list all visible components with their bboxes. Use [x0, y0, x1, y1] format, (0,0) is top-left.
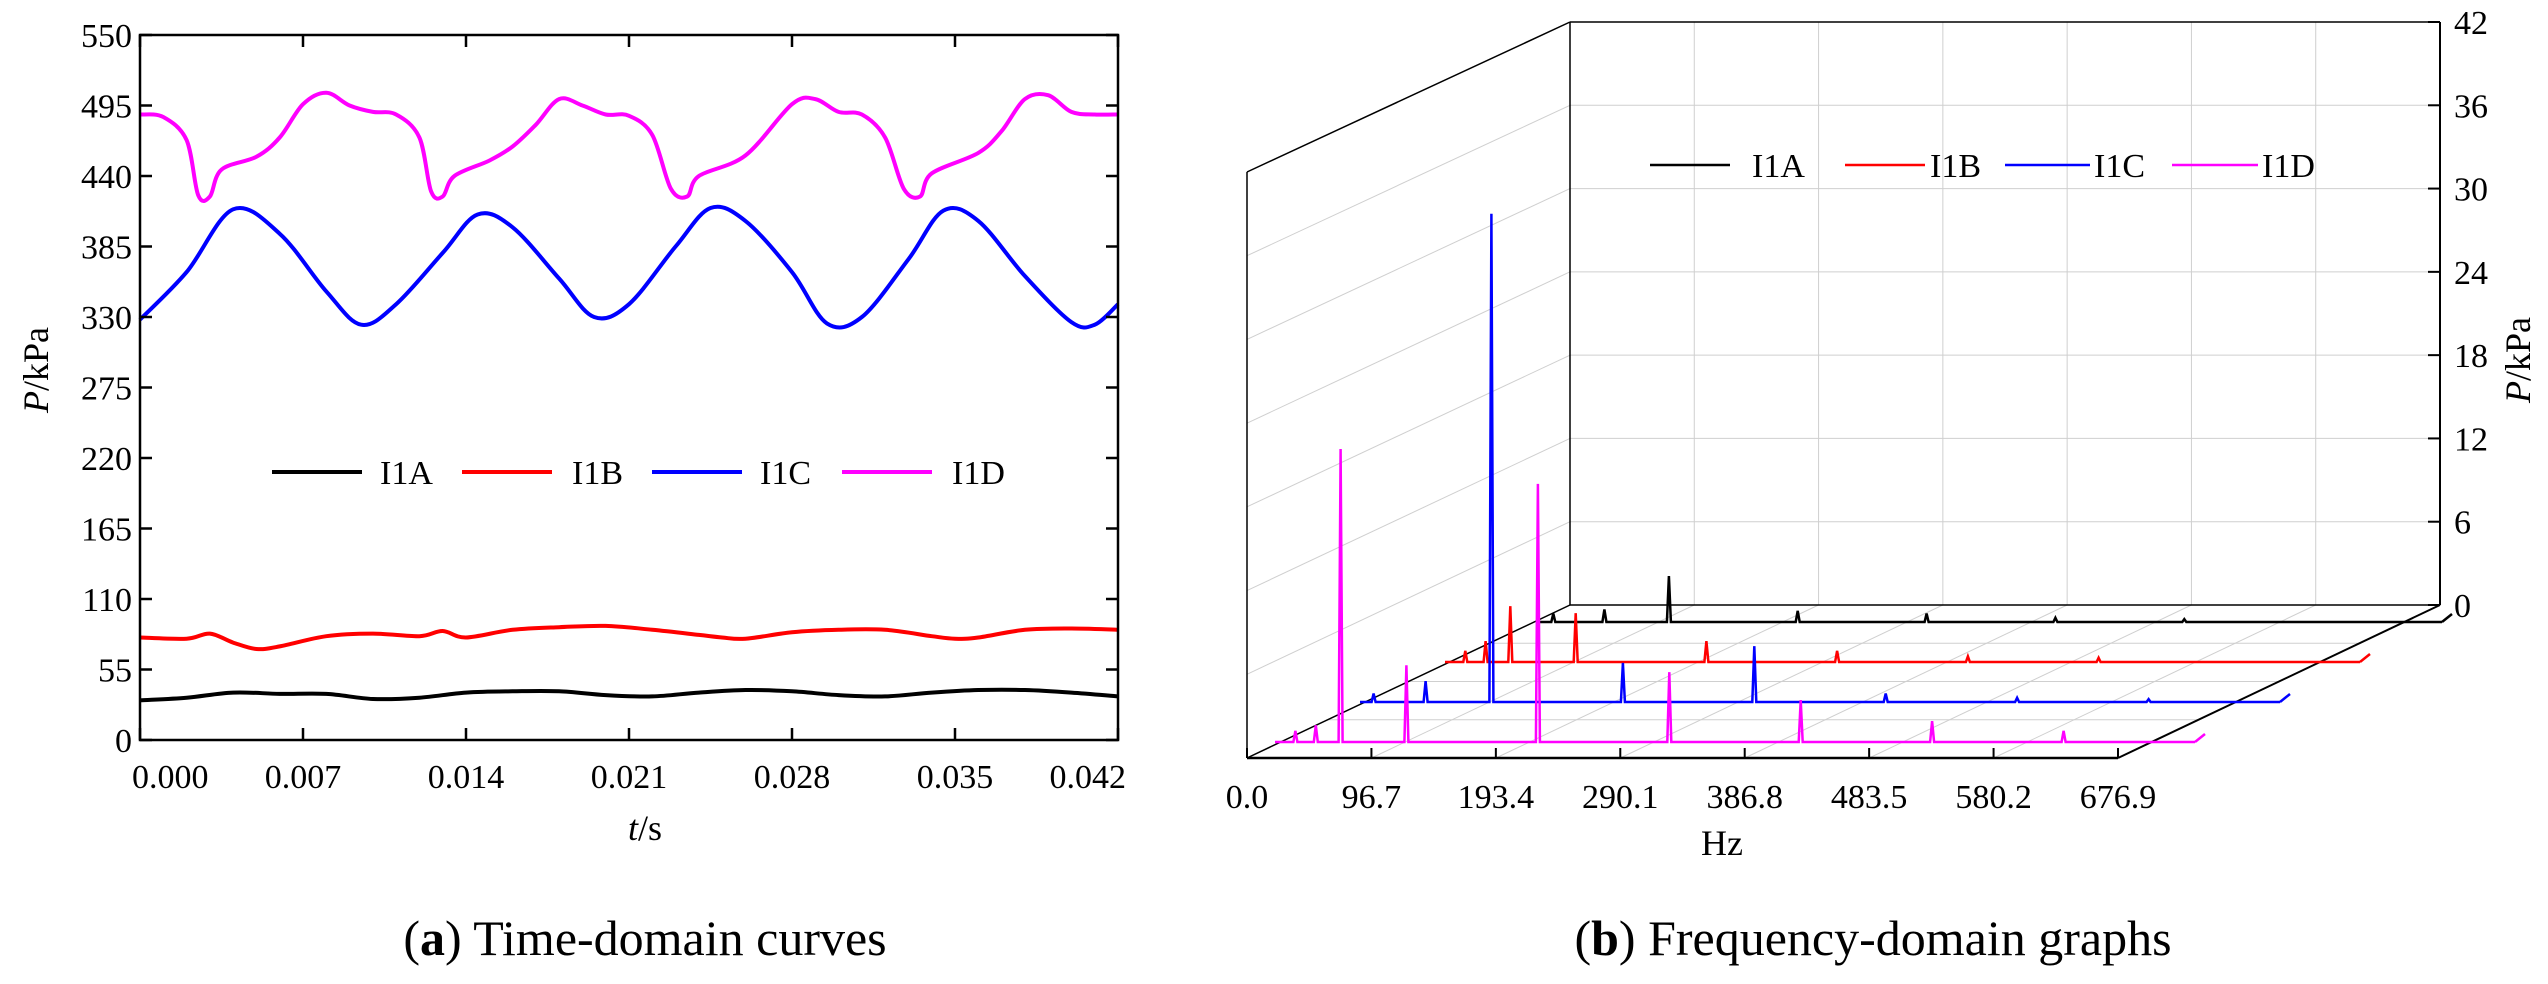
spectrum-line-i1c — [1360, 213, 2280, 704]
legend-label-i1b: I1B — [1930, 148, 1981, 185]
side-wall-gridline — [1246, 271, 1571, 424]
spectrum-end-i1d — [2194, 733, 2206, 743]
x-tick-label: 483.5 — [1831, 779, 1908, 816]
time-domain-x-axis-label: t/s — [628, 808, 662, 848]
time-domain-legend: I1A I1B I1C I1D — [272, 455, 1005, 492]
legend-label-i1c: I1C — [760, 455, 811, 492]
z-axis-unit: /kPa — [2498, 317, 2538, 381]
caption-b-text: Frequency-domain graphs — [1648, 910, 2171, 966]
x-tick-label: 0.021 — [591, 759, 668, 796]
z-tick-label: 18 — [2454, 338, 2488, 375]
z-tick-label: 30 — [2454, 172, 2488, 209]
x-axis-unit: /s — [638, 808, 662, 848]
y-tick-label: 165 — [81, 512, 132, 549]
y-tick-label: 275 — [81, 371, 132, 408]
series-line-i1d — [139, 90, 1119, 203]
x-tick-label: 96.7 — [1342, 779, 1402, 816]
y-tick-label: 110 — [82, 582, 132, 619]
frequency-domain-legend: I1A I1B I1C I1D — [1650, 148, 2315, 185]
left-top-edge — [1246, 21, 1571, 173]
time-domain-axes — [138, 33, 1120, 742]
side-wall-gridline — [1246, 104, 1571, 257]
frequency-domain-z-axis-label: P/kPa — [2498, 317, 2538, 404]
x-tick-label: 0.007 — [265, 759, 342, 796]
y-tick-label: 220 — [81, 441, 132, 478]
caption-b-label: b — [1591, 910, 1619, 966]
caption-b: (b) Frequency-domain graphs — [1574, 910, 2171, 966]
x-tick-label: 0.028 — [754, 759, 831, 796]
series-line-i1c — [138, 204, 1120, 330]
x-tick-label: 290.1 — [1582, 779, 1659, 816]
x-tick-label: 386.8 — [1706, 779, 1783, 816]
z-tick-label: 12 — [2454, 421, 2488, 458]
legend-label-i1d: I1D — [952, 455, 1005, 492]
x-tick-label: 580.2 — [1955, 779, 2032, 816]
time-domain-tick-labels: 0 55 110 165 220 275 330 385 440 495 550 0.000 0.007… — [81, 18, 1126, 796]
z-axis-variable: P — [2498, 381, 2538, 404]
legend-label-i1a: I1A — [380, 455, 433, 492]
side-wall-gridline — [1246, 437, 1571, 592]
x-tick-label: 0.0 — [1226, 779, 1269, 816]
spectrum-end-i1b — [2359, 653, 2371, 663]
z-tick-label: 24 — [2454, 255, 2488, 292]
z-tick-label: 0 — [2454, 588, 2471, 625]
y-tick-label: 385 — [81, 230, 132, 267]
y-axis-unit: /kPa — [16, 327, 56, 391]
frequency-domain-3d-box — [1246, 21, 2441, 760]
right-floor-edge — [2117, 604, 2441, 759]
y-tick-label: 495 — [81, 89, 132, 126]
y-tick-label: 550 — [81, 18, 132, 55]
x-tick-label: 193.4 — [1458, 779, 1535, 816]
spectrum-end-i1a — [2441, 613, 2453, 623]
legend-label-i1a: I1A — [1752, 148, 1805, 185]
y-tick-label: 55 — [98, 653, 132, 690]
time-domain-plot-frame — [138, 33, 1120, 742]
frequency-domain-tick-labels: 0.0 96.7 193.4 290.1 386.8 483.5 580.2 676.9 0 6 1… — [1226, 5, 2488, 816]
side-wall-gridline — [1246, 354, 1571, 508]
x-tick-label: 0.000 — [132, 759, 209, 796]
y-axis-variable: P — [16, 391, 56, 414]
side-wall-gridline — [1246, 521, 1571, 675]
y-tick-label: 0 — [115, 723, 132, 760]
x-tick-label: 676.9 — [2080, 779, 2157, 816]
left-floor-edge — [1246, 604, 1571, 759]
z-tick-label: 36 — [2454, 88, 2488, 125]
caption-a: (a) Time-domain curves — [403, 910, 886, 966]
x-tick-label: 0.014 — [428, 759, 505, 796]
y-tick-label: 330 — [81, 300, 132, 337]
spectrum-line-i1a — [1540, 575, 2442, 624]
z-tick-label: 42 — [2454, 5, 2488, 42]
time-domain-y-axis-label: P/kPa — [16, 327, 56, 414]
time-domain-chart: 0 55 110 165 220 275 330 385 440 495 550 0.000 0.007… — [16, 18, 1126, 966]
side-wall-gridline — [1246, 188, 1571, 340]
x-tick-label: 0.042 — [1050, 759, 1127, 796]
z-tick-label: 6 — [2454, 505, 2471, 542]
frequency-domain-series — [1275, 213, 2453, 744]
spectrum-line-i1d — [1275, 448, 2195, 744]
x-axis-variable: t — [628, 808, 639, 848]
frequency-domain-x-axis-label: Hz — [1701, 823, 1743, 863]
legend-label-i1c: I1C — [2094, 148, 2145, 185]
caption-a-label: a — [420, 910, 445, 966]
spectrum-line-i1b — [1445, 606, 2360, 664]
series-line-i1a — [139, 687, 1119, 703]
legend-label-i1b: I1B — [572, 455, 623, 492]
legend-label-i1d: I1D — [2262, 148, 2315, 185]
frequency-domain-chart: 0.0 96.7 193.4 290.1 386.8 483.5 580.2 676.9 0 6 1… — [1226, 5, 2538, 966]
x-tick-label: 0.035 — [917, 759, 994, 796]
spectrum-end-i1c — [2279, 693, 2291, 703]
time-domain-series — [138, 90, 1120, 703]
series-line-i1b — [139, 623, 1119, 652]
caption-a-text: Time-domain curves — [473, 910, 886, 966]
y-tick-label: 440 — [81, 159, 132, 196]
